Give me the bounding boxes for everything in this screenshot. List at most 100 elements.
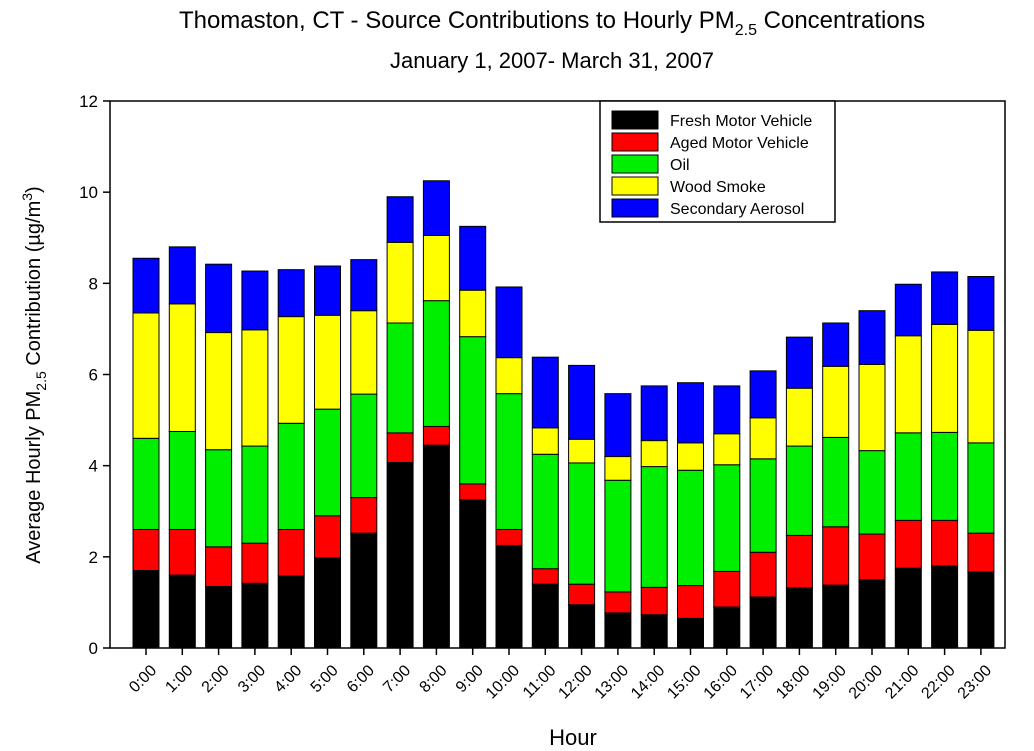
- bar-segment: [531, 583, 559, 649]
- bar-segment: [822, 365, 850, 438]
- x-tick-label: 5:00: [308, 662, 342, 696]
- bar-segment: [858, 363, 886, 452]
- bar-segment: [894, 335, 922, 434]
- bar-segment: [132, 257, 160, 314]
- x-tick-label: 1:00: [162, 662, 196, 696]
- bar-segment: [241, 582, 269, 649]
- chart-title: Thomaston, CT - Source Contributions to …: [179, 7, 925, 39]
- bar-segment: [749, 370, 777, 419]
- x-tick-label: 10:00: [483, 662, 523, 702]
- bar-segment: [314, 557, 341, 649]
- bar-segment: [894, 432, 922, 521]
- bar-segment: [677, 617, 704, 649]
- x-tick-label: 13:00: [592, 662, 632, 702]
- bar-segment: [459, 289, 487, 338]
- bar-segment: [713, 433, 741, 466]
- bar-segment: [677, 469, 704, 587]
- bar-segment: [931, 431, 959, 521]
- bar-segment: [350, 393, 378, 499]
- title-sub: 2.5: [735, 22, 757, 39]
- x-tick-label: 3:00: [235, 662, 269, 696]
- bar-segment: [386, 241, 414, 324]
- bar-segment: [822, 322, 850, 367]
- bar-segment: [967, 571, 995, 649]
- bar-segment: [205, 546, 233, 587]
- legend-label: Fresh Motor Vehicle: [670, 113, 812, 130]
- x-tick-label: 11:00: [520, 662, 560, 702]
- bar-segment: [495, 528, 523, 546]
- y-label-part: Average Hourly PM: [23, 391, 45, 564]
- bar-segment: [350, 310, 378, 395]
- legend-label: Wood Smoke: [670, 179, 766, 196]
- bar-segment: [749, 551, 777, 598]
- bar-segment: [168, 246, 196, 305]
- y-tick-label: 6: [89, 366, 98, 385]
- bar-segment: [459, 336, 487, 485]
- bar-segment: [277, 316, 305, 424]
- x-tick-label: 4:00: [271, 662, 305, 696]
- bar-segment: [132, 437, 160, 530]
- bar-segment: [713, 385, 741, 435]
- y-tick-label: 12: [79, 92, 98, 111]
- bar-segment: [495, 393, 523, 530]
- bar-segment: [822, 526, 850, 586]
- bar-segment: [168, 430, 196, 530]
- bar-segment: [277, 528, 305, 577]
- legend-label: Secondary Aerosol: [670, 201, 804, 218]
- y-tick-label: 2: [89, 548, 98, 567]
- bar-segment: [713, 570, 741, 608]
- bar-segment: [168, 528, 196, 576]
- bar-segment: [967, 532, 995, 573]
- bar-segment: [459, 499, 487, 649]
- bar-segment: [713, 606, 741, 649]
- bar-segment: [640, 385, 668, 442]
- bar-segment: [894, 283, 922, 337]
- bar-segment: [495, 286, 523, 359]
- bar-segment: [386, 322, 414, 434]
- bar-segment: [132, 312, 160, 439]
- bar-segment: [314, 314, 341, 410]
- x-tick-label: 2:00: [199, 662, 233, 696]
- bar-segment: [350, 497, 378, 534]
- bar-segment: [749, 596, 777, 649]
- bar-segment: [640, 614, 668, 649]
- bar-segment: [350, 259, 378, 312]
- bar-segment: [640, 440, 668, 468]
- bar-segment: [277, 269, 305, 318]
- bar-segment: [858, 310, 886, 365]
- x-tick-label: 19:00: [810, 662, 850, 702]
- bar-segment: [967, 329, 995, 444]
- bar-segment: [531, 427, 559, 455]
- y-tick-label: 10: [79, 183, 98, 202]
- y-label-part: Contribution (µg/m: [23, 201, 45, 371]
- x-tick-label: 9:00: [453, 662, 487, 696]
- bar-segment: [422, 234, 450, 302]
- legend-swatch: [611, 154, 659, 174]
- bar-segment: [894, 519, 922, 569]
- bar-segment: [422, 425, 450, 446]
- y-label-sup: 3: [19, 193, 35, 201]
- bar-segment: [640, 586, 668, 616]
- bar-segment: [604, 479, 632, 593]
- bar-segment: [205, 449, 233, 548]
- legend-swatch: [611, 198, 659, 218]
- bar-segment: [713, 464, 741, 572]
- bar-segment: [241, 329, 269, 447]
- x-tick-label: 18:00: [773, 662, 813, 702]
- bar-segment: [314, 408, 341, 517]
- y-tick-label: 0: [89, 639, 98, 658]
- y-axis-label: Average Hourly PM2.5 Contribution (µg/m3…: [19, 186, 49, 563]
- bar-segment: [858, 533, 886, 581]
- x-tick-label: 17:00: [737, 662, 777, 702]
- bar-segment: [749, 417, 777, 460]
- chart-subtitle: January 1, 2007- March 31, 2007: [390, 48, 714, 73]
- legend-swatch: [611, 176, 659, 196]
- bar-segment: [531, 568, 559, 585]
- bar-segment: [568, 364, 596, 440]
- bar-segment: [785, 387, 813, 447]
- bar-segment: [205, 332, 233, 451]
- bar-segment: [785, 336, 813, 389]
- bar-segment: [931, 565, 959, 649]
- bar-segment: [858, 579, 886, 649]
